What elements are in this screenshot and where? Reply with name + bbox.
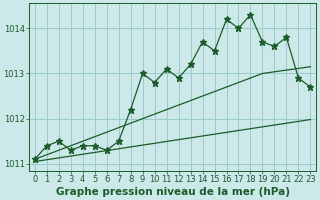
X-axis label: Graphe pression niveau de la mer (hPa): Graphe pression niveau de la mer (hPa) (56, 187, 290, 197)
